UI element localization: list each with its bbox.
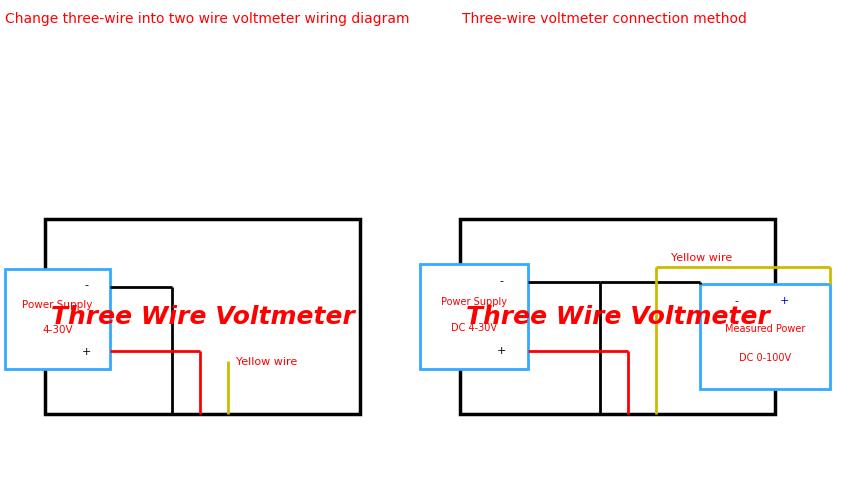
Text: +: + xyxy=(82,346,92,356)
Text: Three-wire voltmeter connection method: Three-wire voltmeter connection method xyxy=(462,12,747,26)
Text: DC 0-100V: DC 0-100V xyxy=(739,353,791,363)
Text: -: - xyxy=(85,279,89,289)
Bar xyxy=(45,220,360,414)
Bar xyxy=(5,270,110,369)
Text: Change three-wire into two wire voltmeter wiring diagram: Change three-wire into two wire voltmete… xyxy=(5,12,410,26)
Text: 4-30V: 4-30V xyxy=(42,324,73,334)
Text: Power Supply: Power Supply xyxy=(441,296,507,306)
Text: +: + xyxy=(779,295,789,305)
Text: Three Wire Voltmeter: Three Wire Voltmeter xyxy=(50,305,354,329)
Text: Yellow wire: Yellow wire xyxy=(236,356,298,366)
Bar xyxy=(420,264,528,369)
Text: Three Wire Voltmeter: Three Wire Voltmeter xyxy=(466,305,769,329)
Text: -: - xyxy=(499,275,503,285)
Text: DC 4-30V: DC 4-30V xyxy=(451,322,497,333)
Text: Measured Power: Measured Power xyxy=(725,323,805,333)
Text: Yellow wire: Yellow wire xyxy=(671,253,732,262)
Text: +: + xyxy=(496,346,506,355)
Text: Power Supply: Power Supply xyxy=(22,300,93,309)
Bar xyxy=(460,220,775,414)
Text: -: - xyxy=(734,295,739,305)
Bar xyxy=(700,285,830,389)
